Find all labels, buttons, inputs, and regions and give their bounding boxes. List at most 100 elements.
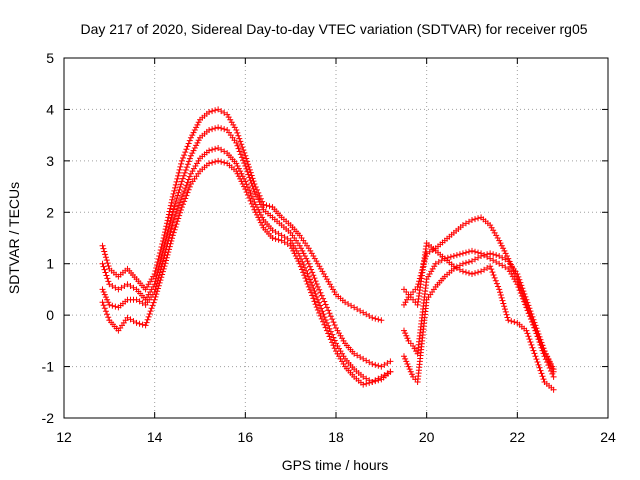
data-point (462, 220, 469, 227)
data-point (313, 304, 320, 311)
data-point (182, 185, 189, 192)
data-point (148, 305, 155, 312)
data-point (176, 212, 183, 219)
data-point (242, 163, 249, 169)
data-point (521, 291, 528, 297)
data-point (304, 258, 311, 265)
data-point (238, 178, 245, 185)
data-point (472, 256, 479, 263)
data-point (499, 297, 506, 304)
data-point (313, 293, 320, 300)
data-point (155, 282, 162, 289)
data-point (180, 201, 186, 208)
data-point (366, 359, 373, 366)
x-tick-label: 14 (147, 429, 163, 445)
data-point (170, 229, 177, 236)
data-point (530, 316, 537, 323)
data-point (528, 311, 535, 317)
data-point (539, 373, 546, 380)
data-point (163, 220, 170, 227)
data-point (540, 345, 547, 352)
data-point (172, 184, 179, 191)
data-point (529, 344, 536, 351)
data-point (169, 232, 176, 239)
data-point (481, 266, 488, 273)
data-point (235, 165, 242, 172)
data-point (318, 315, 325, 322)
data-point (257, 201, 264, 208)
data-point (246, 174, 253, 181)
data-point (502, 264, 509, 271)
data-point (109, 302, 116, 309)
data-point (297, 263, 304, 270)
data-point (524, 330, 531, 337)
data-point (550, 368, 557, 375)
axis-ticks (63, 57, 609, 419)
data-point (105, 278, 112, 285)
data-point (303, 267, 310, 274)
data-point (308, 279, 315, 286)
data-point (190, 129, 197, 136)
data-point (538, 339, 545, 346)
y-tick-label: 2 (46, 204, 54, 220)
data-point (525, 333, 532, 340)
data-point (251, 188, 258, 195)
data-point (252, 191, 259, 198)
data-point (178, 157, 185, 164)
y-tick-label: 4 (46, 101, 54, 117)
data-point (185, 140, 192, 147)
data-point (178, 204, 185, 211)
grid (64, 58, 608, 418)
data-point (173, 178, 180, 185)
data-point (357, 307, 364, 314)
data-point (545, 356, 552, 363)
data-point (354, 352, 361, 359)
data-point (272, 229, 279, 235)
data-point (194, 121, 201, 128)
data-point (317, 312, 324, 319)
series-track-g (401, 250, 557, 385)
data-point (127, 316, 134, 323)
data-point (187, 134, 194, 141)
data-point (527, 308, 534, 315)
data-point (403, 332, 410, 339)
data-point (345, 301, 352, 307)
data-point (316, 286, 323, 293)
data-point (100, 245, 107, 252)
data-point (535, 361, 542, 368)
data-point (290, 247, 297, 254)
data-point (360, 309, 367, 316)
data-point (499, 262, 506, 269)
data-point (272, 235, 279, 242)
data-point (472, 248, 479, 255)
data-point (369, 379, 376, 385)
data-point (102, 269, 109, 276)
data-point (310, 285, 317, 292)
data-point (104, 260, 111, 267)
data-point (133, 319, 140, 326)
series-track-h (401, 240, 557, 393)
data-point (174, 205, 181, 212)
data-point (218, 158, 225, 165)
data-point (246, 194, 253, 201)
data-point (168, 199, 175, 206)
x-tick-label: 18 (328, 429, 344, 445)
data-point (151, 296, 158, 303)
data-point (170, 216, 177, 223)
data-point (387, 358, 394, 365)
data-point (161, 263, 168, 270)
data-point (118, 284, 125, 291)
data-point (147, 308, 154, 315)
data-point (363, 311, 370, 318)
data-point (498, 294, 505, 301)
data-point (206, 147, 213, 154)
data-point (302, 275, 309, 282)
data-point (490, 271, 497, 278)
data-point (139, 321, 146, 328)
data-point (527, 339, 534, 345)
data-point (515, 273, 522, 280)
data-point (378, 373, 385, 380)
data-point (281, 234, 288, 241)
data-point (300, 269, 307, 276)
